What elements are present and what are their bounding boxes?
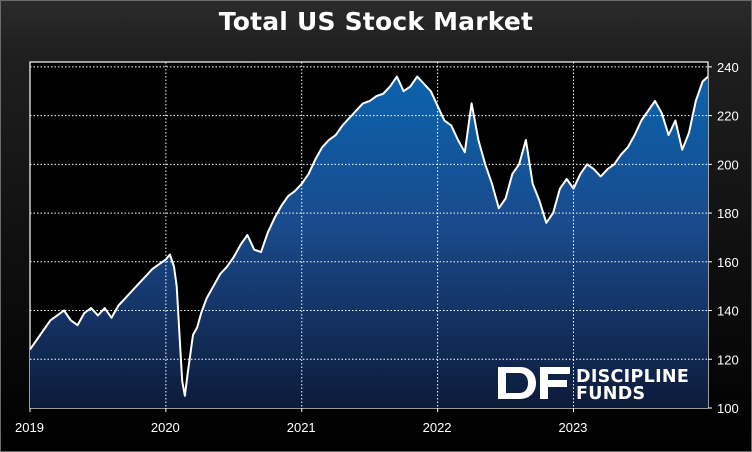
series-area — [30, 76, 708, 408]
y-tick-label: 120 — [717, 352, 739, 367]
logo-line-2: FUNDS — [576, 384, 645, 404]
logo: DISCIPLINE FUNDS — [498, 367, 689, 404]
y-tick-label: 200 — [717, 157, 739, 172]
x-tick-label: 2021 — [287, 420, 316, 435]
series-line — [29, 75, 709, 397]
x-tick-label: 2019 — [15, 420, 44, 435]
x-tick-label: 2020 — [151, 420, 180, 435]
y-tick-label: 220 — [717, 109, 739, 124]
y-tick-label: 180 — [717, 206, 739, 221]
y-tick-label: 160 — [717, 255, 739, 270]
logo-mark-icon — [498, 367, 570, 399]
y-tick-label: 100 — [717, 401, 739, 416]
x-tick-label: 2022 — [423, 420, 452, 435]
x-tick-label: 2023 — [558, 420, 587, 435]
y-tick-label: 140 — [717, 304, 739, 319]
chart-title: Total US Stock Market — [218, 7, 534, 36]
y-tick-label: 240 — [717, 60, 739, 75]
logo-line-1: DISCIPLINE — [576, 367, 689, 387]
